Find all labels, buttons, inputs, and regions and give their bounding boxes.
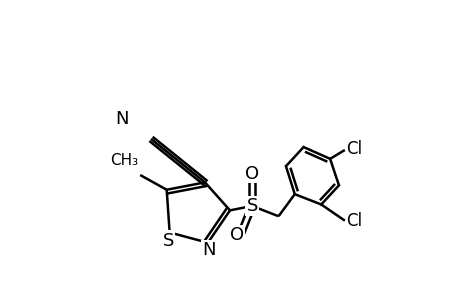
Text: CH₃: CH₃ (110, 153, 139, 168)
Text: Cl: Cl (346, 140, 362, 158)
Text: N: N (115, 110, 129, 128)
Text: S: S (162, 232, 174, 250)
Text: O: O (230, 226, 244, 244)
Text: Cl: Cl (346, 212, 362, 230)
Text: O: O (245, 165, 258, 183)
Text: N: N (202, 241, 216, 259)
Text: S: S (246, 197, 257, 215)
